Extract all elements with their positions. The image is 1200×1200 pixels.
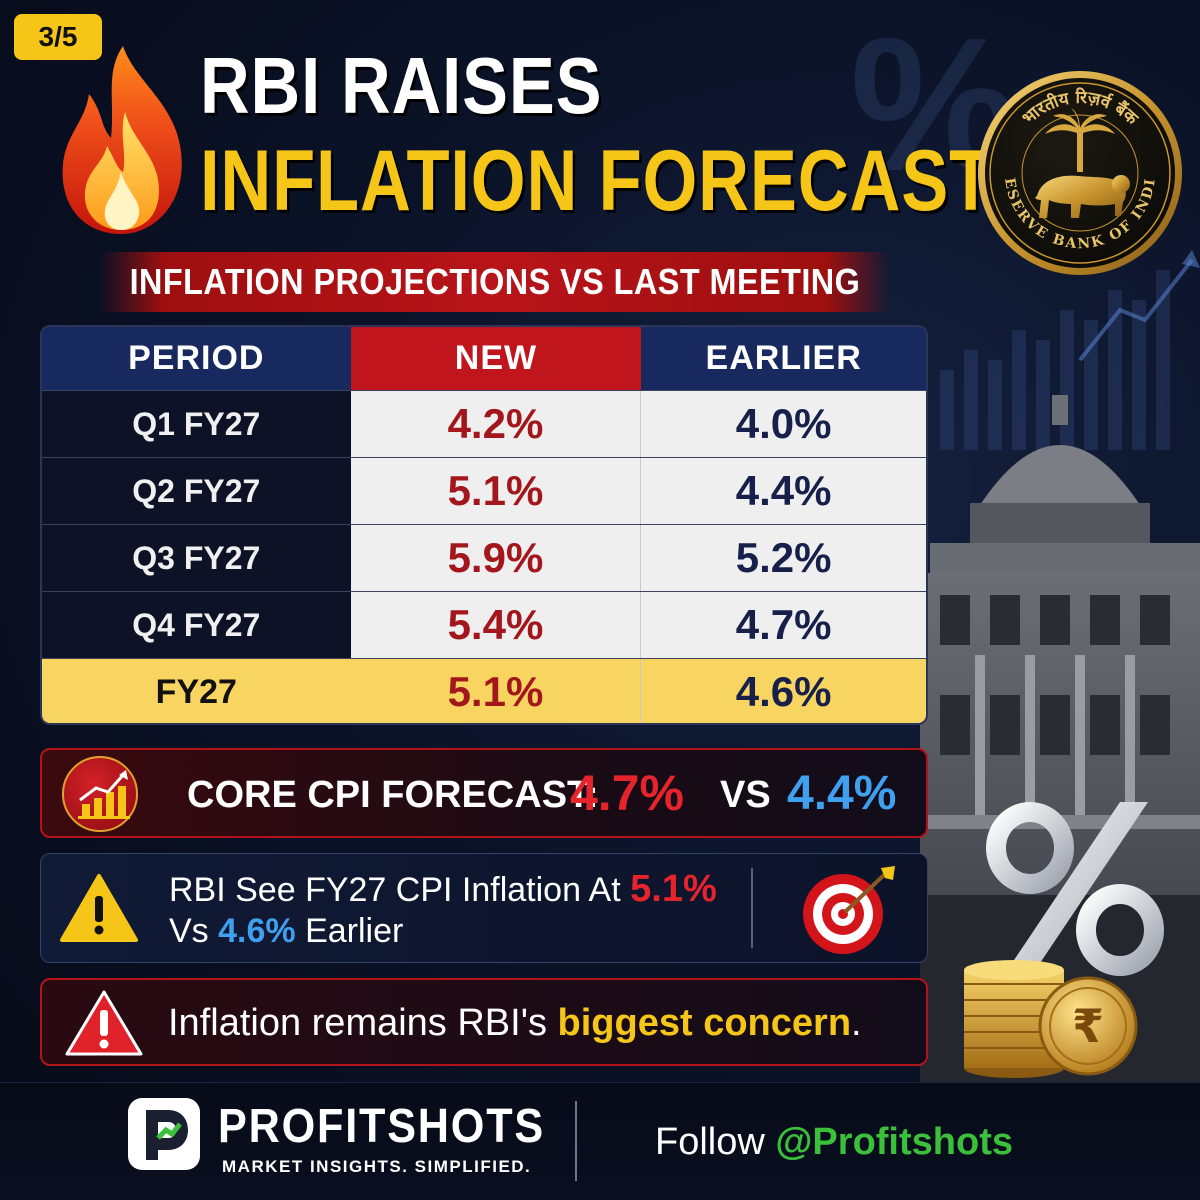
follow-label: Follow [655,1121,765,1163]
brand-name: PROFITSHOTS [218,1100,546,1153]
cpi-note-callout: RBI See FY27 CPI Inflation At 5.1% Vs 4.… [40,853,928,963]
table-total-row: FY27 5.1% 4.6% [42,658,926,723]
follow-text: Follow @Profitshots [655,1121,1013,1164]
note-line2-suffix: Earlier [305,912,404,950]
rupee-symbol: ₹ [1072,999,1104,1053]
table-row: Q4 FY27 5.4% 4.7% [42,591,926,658]
note-line2-prefix: Vs [169,912,209,950]
earlier-value-cell: 5.2% [641,525,926,591]
table-row: Q1 FY27 4.2% 4.0% [42,390,926,457]
period-cell: FY27 [42,659,351,723]
core-cpi-new-value: 4.7% [570,765,684,821]
core-cpi-vs: VS [720,774,771,816]
new-value-cell: 5.4% [350,592,642,658]
concern-highlight: biggest concern [557,1002,852,1044]
core-cpi-earlier-value: 4.4% [787,767,897,820]
table-row: Q3 FY27 5.9% 5.2% [42,524,926,591]
new-value-cell: 4.2% [350,391,642,457]
rbi-seal-logo: भारतीय रिज़र्व बैंक RESERVE BANK OF INDI… [975,68,1182,275]
concern-prefix: Inflation remains RBI's [168,1002,547,1044]
earlier-value-cell: 4.6% [641,659,926,723]
concern-suffix: . [851,1002,862,1044]
percent-symbol-icon [986,802,1164,978]
concern-text: Inflation remains RBI's biggest concern. [168,1002,862,1045]
subtitle-text: INFLATION PROJECTIONS VS LAST MEETING [129,261,861,302]
concern-callout: Inflation remains RBI's biggest concern. [40,978,928,1066]
alert-icon [65,990,143,1056]
title-line-1: RBI RAISES [200,41,603,130]
note-line-1: RBI See FY27 CPI Inflation At 5.1% [169,868,717,911]
warning-icon [60,874,138,942]
table-row: Q2 FY27 5.1% 4.4% [42,457,926,524]
table-header-row: PERIOD NEW EARLIER [42,327,926,390]
target-icon [803,866,895,954]
footer: PROFITSHOTS MARKET INSIGHTS. SIMPLIFIED.… [0,1082,1200,1200]
earlier-value-cell: 4.4% [641,458,926,524]
follow-handle-link[interactable]: @Profitshots [775,1121,1013,1163]
new-value-cell: 5.9% [350,525,642,591]
note-earlier-value: 4.6% [218,912,296,950]
core-cpi-label: CORE CPI FORECAST: [187,774,599,816]
header-earlier: EARLIER [641,327,926,390]
new-value-cell: 5.1% [350,659,642,723]
bar-chart-up-icon [62,756,138,832]
note-divider [751,868,753,948]
profitshots-logo [128,1098,200,1170]
period-cell: Q4 FY27 [42,592,351,658]
new-value-cell: 5.1% [350,458,642,524]
header-new: NEW [350,327,642,390]
earlier-value-cell: 4.0% [641,391,926,457]
header-period: PERIOD [42,327,351,390]
period-cell: Q2 FY27 [42,458,351,524]
slide-counter-badge: 3/5 [14,14,102,60]
title-line-2: INFLATION FORECASTS [200,133,1041,229]
subtitle-ribbon: INFLATION PROJECTIONS VS LAST MEETING [100,252,890,312]
rupee-coins-icon: ₹ [964,960,1138,1078]
footer-divider [575,1101,577,1181]
inflation-projections-table: PERIOD NEW EARLIER Q1 FY27 4.2% 4.0% Q2 … [40,325,928,725]
period-cell: Q3 FY27 [42,525,351,591]
background-bar-chart-icon [940,250,1200,450]
core-cpi-callout: CORE CPI FORECAST: 4.7% VS 4.4% [40,748,928,838]
period-cell: Q1 FY27 [42,391,351,457]
earlier-value-cell: 4.7% [641,592,926,658]
note-prefix: RBI See FY27 CPI Inflation At [169,871,621,909]
brand-tagline: MARKET INSIGHTS. SIMPLIFIED. [222,1157,532,1176]
note-new-value: 5.1% [630,868,717,910]
fire-icon [62,46,182,234]
note-line-2: Vs 4.6% Earlier [169,912,403,951]
